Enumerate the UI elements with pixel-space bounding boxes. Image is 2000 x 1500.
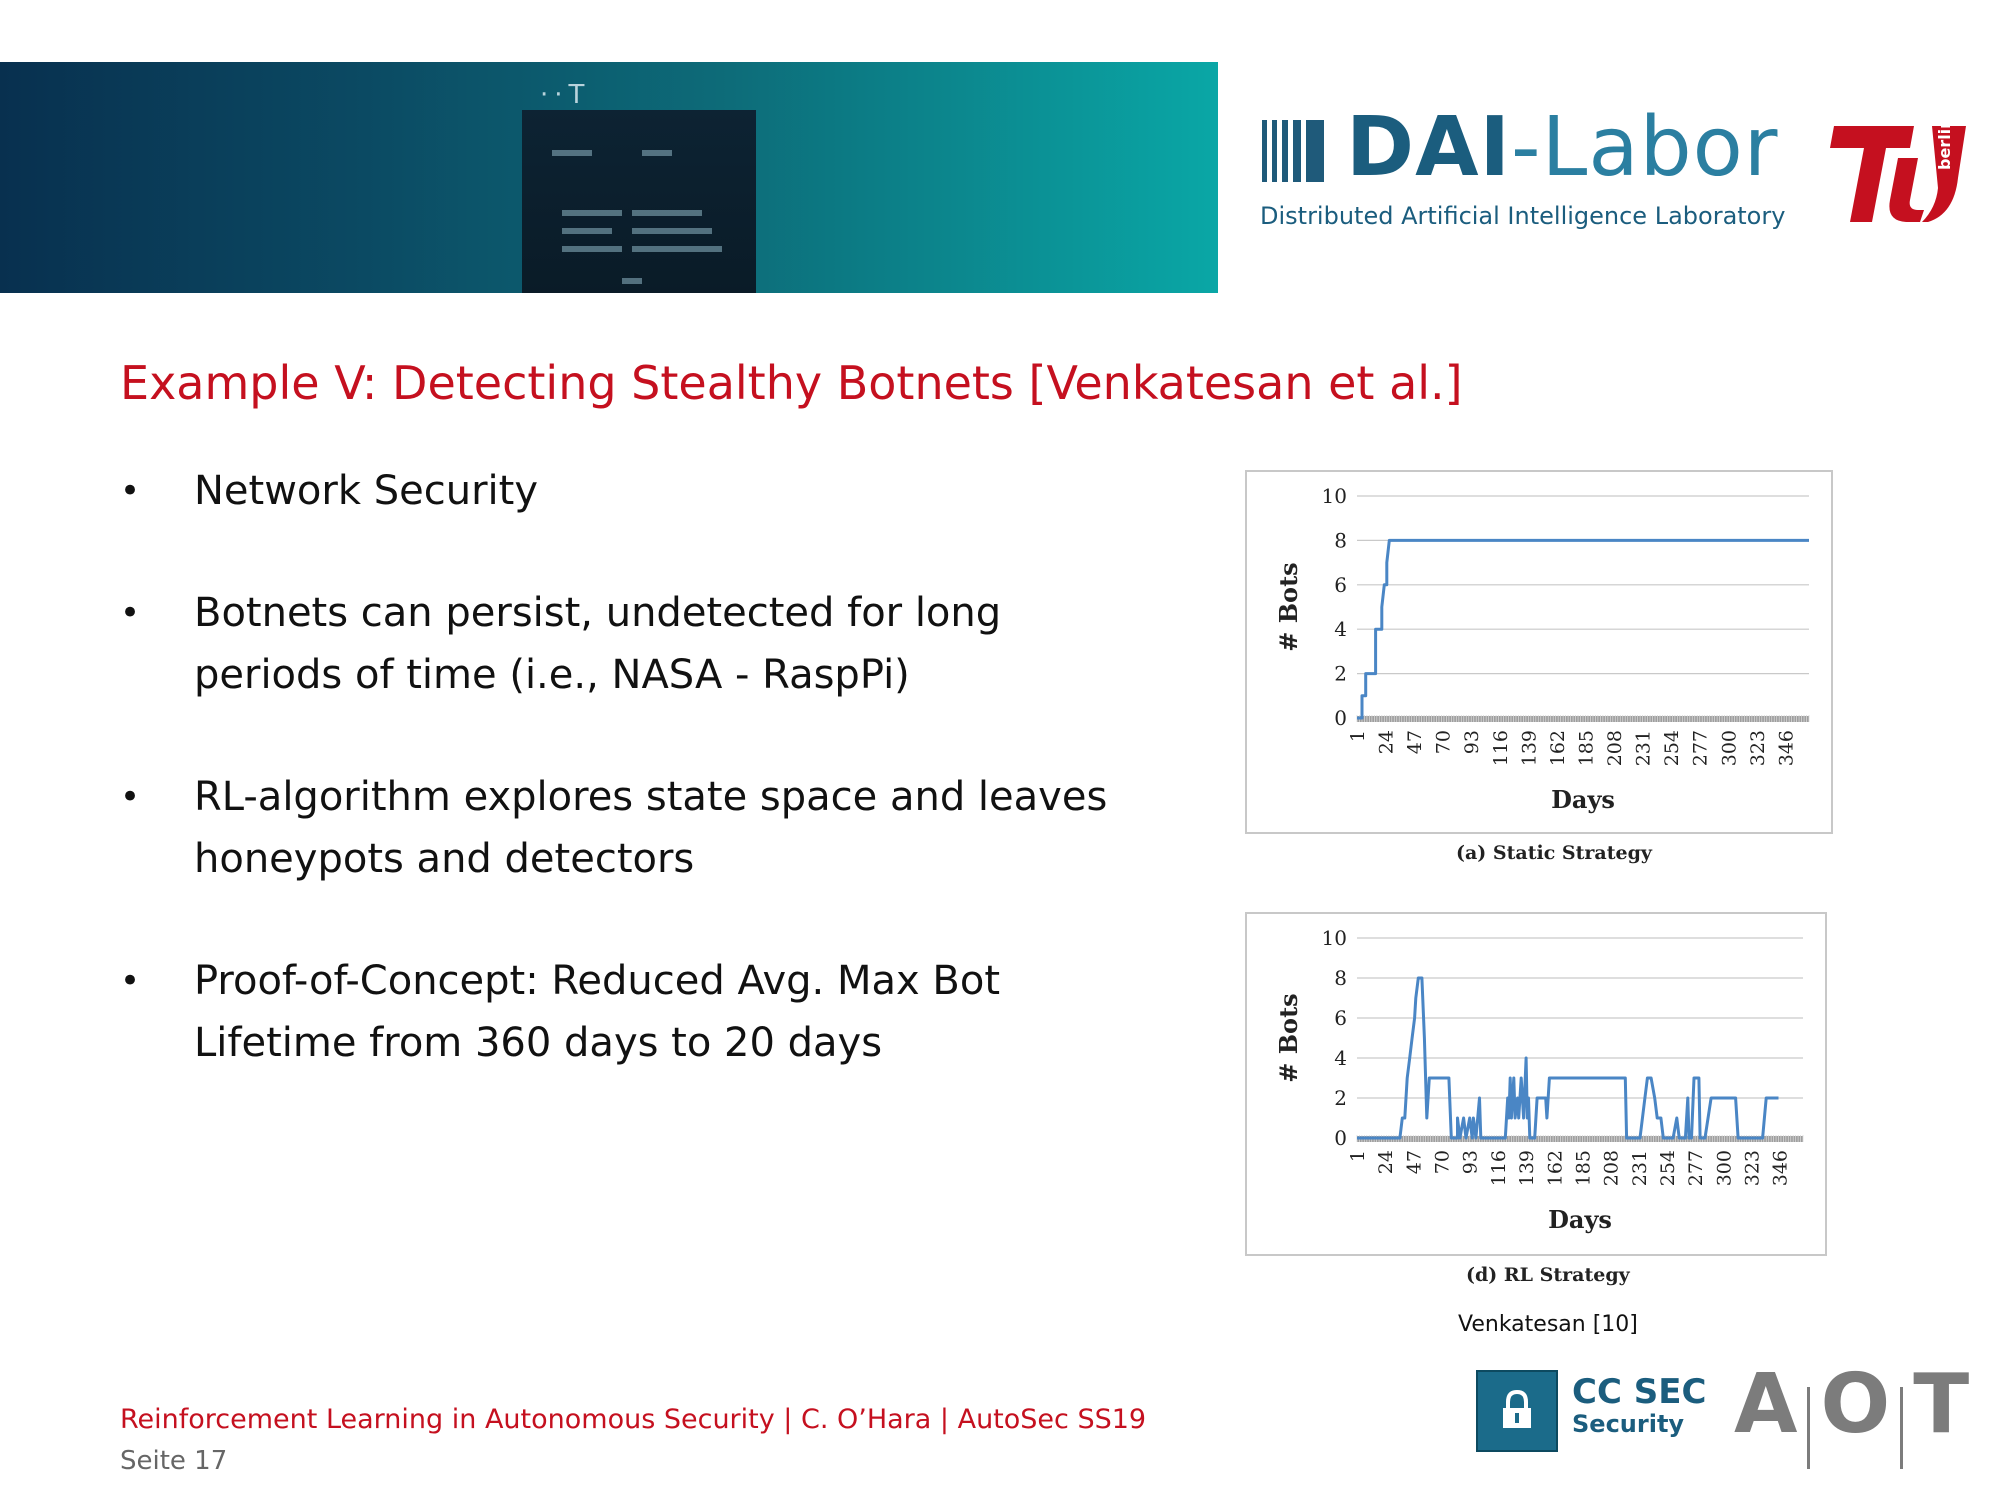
y-tick-label: 4 bbox=[1334, 1046, 1347, 1070]
y-tick-label: 10 bbox=[1322, 484, 1347, 508]
ccsec-logo-title: CC SEC bbox=[1572, 1372, 1707, 1412]
chart-caption-static: (a) Static Strategy bbox=[1456, 842, 1652, 864]
x-tick-label: 139 bbox=[1518, 730, 1540, 766]
y-axis-title: # Bots bbox=[1274, 562, 1303, 651]
tu-logo-text: berlin bbox=[1935, 118, 1954, 170]
x-tick-label: 47 bbox=[1403, 1150, 1425, 1174]
bullet-item: • Botnets can persist, undetected for lon… bbox=[118, 582, 1158, 706]
x-tick-label: 185 bbox=[1572, 1150, 1594, 1186]
y-axis-title: # Bots bbox=[1274, 993, 1303, 1082]
y-tick-label: 2 bbox=[1334, 1086, 1347, 1110]
x-tick-label: 47 bbox=[1404, 730, 1426, 754]
x-tick-label: 116 bbox=[1488, 1150, 1510, 1186]
aot-letter: O bbox=[1820, 1357, 1891, 1452]
x-tick-label: 254 bbox=[1657, 1150, 1679, 1186]
x-tick-label: 116 bbox=[1490, 730, 1512, 766]
y-tick-label: 6 bbox=[1334, 573, 1347, 597]
y-tick-label: 6 bbox=[1334, 1006, 1347, 1030]
dai-logo-subtitle: Distributed Artificial Intelligence Labo… bbox=[1260, 202, 1786, 230]
header-banner-image: ··T bbox=[0, 62, 1218, 293]
chart-caption-rl: (d) RL Strategy bbox=[1466, 1264, 1630, 1286]
x-tick-label: 208 bbox=[1601, 1150, 1623, 1186]
bullet-text: Network Security bbox=[194, 468, 538, 514]
y-tick-label: 8 bbox=[1334, 528, 1347, 552]
aot-letter: A bbox=[1734, 1357, 1798, 1452]
bullet-glyph: • bbox=[120, 593, 141, 633]
x-tick-label: 185 bbox=[1575, 730, 1597, 766]
bullet-text: Proof-of-Concept: Reduced Avg. Max Bot L… bbox=[194, 958, 1000, 1066]
x-tick-label: 24 bbox=[1376, 730, 1398, 754]
x-tick-label: 346 bbox=[1770, 1150, 1792, 1186]
x-tick-label: 1 bbox=[1347, 730, 1369, 742]
tu-berlin-logo: berlin bbox=[1830, 118, 1966, 222]
bullet-item: • Network Security bbox=[118, 460, 1158, 522]
x-axis-title: Days bbox=[1551, 785, 1615, 814]
bullet-item: • RL-algorithm explores state space and l… bbox=[118, 766, 1158, 890]
series-line bbox=[1357, 976, 1779, 1140]
rl-strategy-chart: 0 2 4 6 8 10 1 24 47 70 93 116 139 162 185 208 231 254 277… bbox=[1245, 912, 1827, 1256]
slide-title: Example V: Detecting Stealthy Botnets [V… bbox=[120, 356, 1463, 410]
y-tick-label: 2 bbox=[1334, 662, 1347, 686]
x-tick-label: 300 bbox=[1713, 1150, 1735, 1186]
aot-letter: T bbox=[1913, 1357, 1970, 1452]
x-tick-label: 254 bbox=[1661, 730, 1683, 766]
dai-bars-icon bbox=[1262, 120, 1324, 182]
x-tick-label: 70 bbox=[1432, 1150, 1454, 1174]
x-tick-label: 231 bbox=[1633, 730, 1655, 766]
ccsec-lock-icon bbox=[1476, 1370, 1558, 1452]
dai-logo-title: DAI-Labor bbox=[1346, 100, 1779, 195]
x-tick-label: 323 bbox=[1742, 1150, 1764, 1186]
x-tick-label: 93 bbox=[1460, 1150, 1482, 1174]
x-tick-label: 162 bbox=[1544, 1150, 1566, 1186]
page-number: Seite 17 bbox=[120, 1446, 228, 1476]
source-citation: Venkatesan [10] bbox=[1458, 1312, 1638, 1337]
x-tick-label: 323 bbox=[1747, 730, 1769, 766]
x-tick-label: 1 bbox=[1347, 1150, 1369, 1162]
bullet-glyph: • bbox=[120, 777, 141, 817]
x-tick-label: 208 bbox=[1604, 730, 1626, 766]
building-illustration bbox=[522, 110, 756, 293]
x-tick-label: 346 bbox=[1775, 730, 1797, 766]
x-tick-label: 24 bbox=[1375, 1150, 1397, 1174]
x-tick-label: 70 bbox=[1433, 730, 1455, 754]
series-line bbox=[1357, 538, 1809, 720]
x-axis-title: Days bbox=[1548, 1205, 1612, 1234]
y-tick-label: 4 bbox=[1334, 617, 1347, 641]
telekom-mark: ··T bbox=[540, 80, 591, 110]
x-tick-label: 277 bbox=[1685, 1150, 1707, 1186]
y-tick-label: 0 bbox=[1334, 1126, 1347, 1150]
x-tick-label: 231 bbox=[1629, 1150, 1651, 1186]
x-tick-label: 300 bbox=[1718, 730, 1740, 766]
bullet-text: RL-algorithm explores state space and le… bbox=[194, 774, 1108, 882]
ccsec-logo-subtitle: Security bbox=[1572, 1410, 1685, 1438]
bullet-glyph: • bbox=[120, 471, 141, 511]
bullet-text: Botnets can persist, undetected for long… bbox=[194, 590, 1002, 698]
bullet-item: • Proof-of-Concept: Reduced Avg. Max Bot … bbox=[118, 950, 1158, 1074]
bullet-list: • Network Security • Botnets can persist, … bbox=[118, 460, 1158, 1134]
x-tick-label: 139 bbox=[1516, 1150, 1538, 1186]
static-strategy-chart: 0 2 4 6 8 10 1 24 47 70 93 116 139 162 185 208 231 254 277… bbox=[1245, 470, 1833, 834]
y-tick-label: 8 bbox=[1334, 966, 1347, 990]
bullet-glyph: • bbox=[120, 961, 141, 1001]
x-tick-label: 277 bbox=[1690, 730, 1712, 766]
x-tick-label: 93 bbox=[1461, 730, 1483, 754]
y-tick-label: 10 bbox=[1322, 926, 1347, 950]
x-tick-label: 162 bbox=[1547, 730, 1569, 766]
footer-text: Reinforcement Learning in Autonomous Sec… bbox=[120, 1404, 1147, 1435]
y-tick-label: 0 bbox=[1334, 706, 1347, 730]
